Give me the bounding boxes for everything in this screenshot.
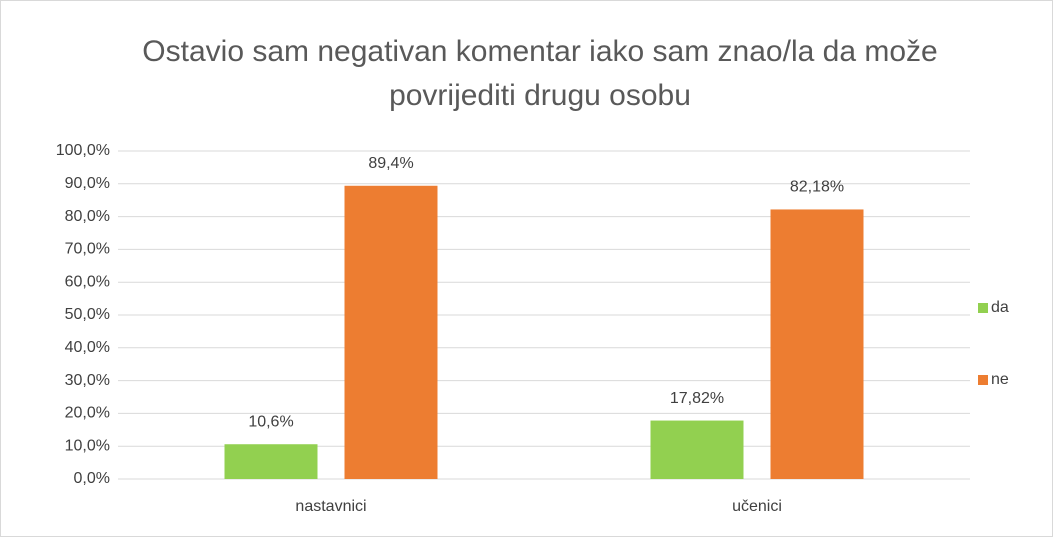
y-tick-label: 70,0% <box>65 241 110 258</box>
y-tick-label: 80,0% <box>65 208 110 225</box>
bar <box>770 209 864 480</box>
x-tick-label: učenici <box>732 498 782 515</box>
data-label: 10,6% <box>248 413 293 430</box>
legend-label: da <box>991 299 1009 316</box>
y-tick-label: 10,0% <box>65 437 110 454</box>
legend-swatch <box>978 303 988 313</box>
y-tick-label: 90,0% <box>65 175 110 192</box>
y-tick-label: 30,0% <box>65 372 110 389</box>
data-label: 82,18% <box>790 179 844 196</box>
y-tick-label: 40,0% <box>65 339 110 356</box>
y-tick-label: 50,0% <box>65 306 110 323</box>
data-label: 89,4% <box>368 155 413 172</box>
y-tick-label: 0,0% <box>74 470 110 487</box>
data-label: 17,82% <box>670 390 724 407</box>
x-tick-label: nastavnici <box>295 498 366 515</box>
bar <box>344 185 438 479</box>
y-tick-label: 20,0% <box>65 405 110 422</box>
legend-label: ne <box>991 371 1009 388</box>
legend-swatch <box>978 375 988 385</box>
y-tick-label: 60,0% <box>65 273 110 290</box>
chart-title: Ostavio sam negativan komentar iako sam … <box>142 35 938 112</box>
y-tick-label: 100,0% <box>56 142 110 159</box>
bar <box>650 420 744 479</box>
bar <box>224 444 318 479</box>
